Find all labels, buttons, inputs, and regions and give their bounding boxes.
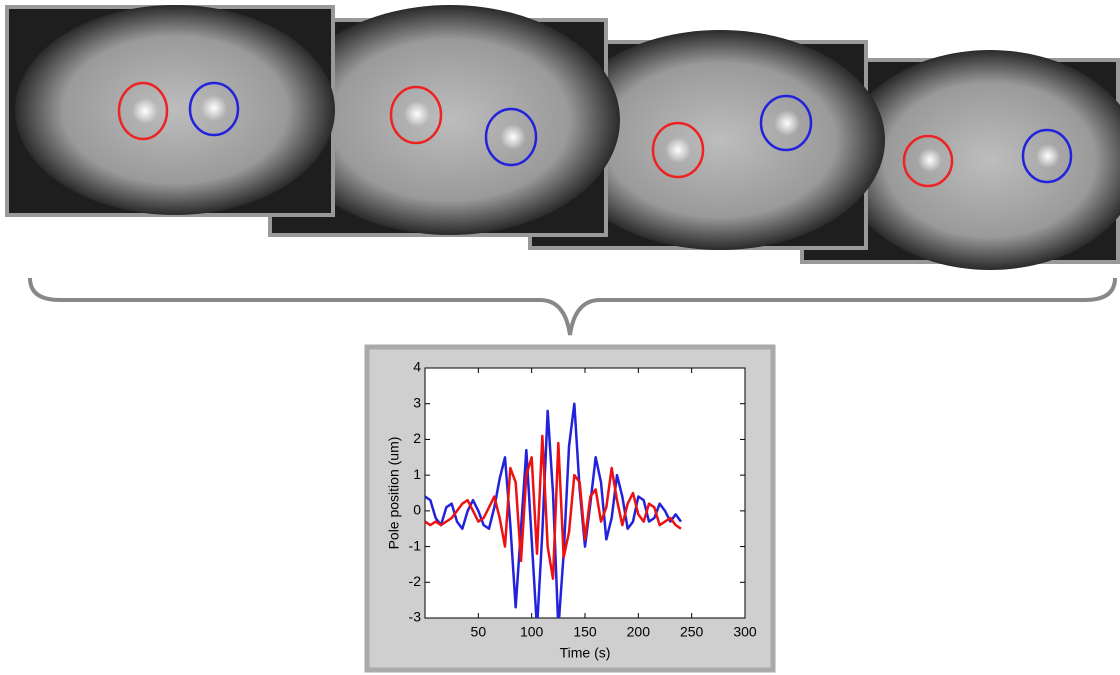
y-tick-label: -3	[409, 609, 422, 625]
brace	[28, 277, 1117, 336]
plot-area	[424, 367, 746, 619]
x-tick-label: 150	[573, 624, 597, 640]
x-tick-label: 100	[520, 624, 544, 640]
y-tick-label: 3	[413, 394, 421, 410]
series-line	[425, 434, 682, 580]
frame-1	[5, 5, 335, 217]
x-axis-label: Time (s)	[560, 645, 611, 661]
x-tick-label: 200	[627, 624, 651, 640]
y-tick-label: 1	[413, 466, 421, 482]
series-line	[425, 402, 683, 618]
y-axis-label: Pole position (um)	[386, 437, 402, 550]
x-tick-label: 300	[733, 624, 757, 640]
x-tick-label: 50	[471, 624, 487, 640]
y-tick-label: 2	[413, 430, 421, 446]
x-tick-label: 250	[680, 624, 704, 640]
y-tick-label: 0	[413, 502, 421, 518]
plot-lines	[425, 402, 683, 618]
y-tick-label: -2	[409, 573, 422, 589]
y-tick-label: -1	[409, 537, 422, 553]
y-tick-label: 4	[413, 359, 421, 375]
